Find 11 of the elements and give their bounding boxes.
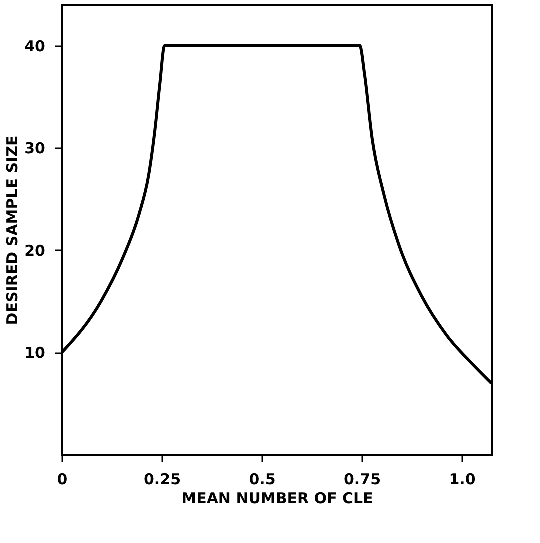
x-tick-label: 0.75 <box>344 470 382 488</box>
y-axis-title: DESIRED SAMPLE SIZE <box>4 136 22 326</box>
y-tick-label: 10 <box>24 344 46 362</box>
x-tick-label: 0.25 <box>144 470 182 488</box>
y-tick-label: 40 <box>24 37 46 56</box>
x-tick-label: 1.0 <box>449 470 476 488</box>
y-tick-label: 30 <box>24 140 46 158</box>
y-tick-label: 20 <box>24 242 46 260</box>
x-tick-label: 0.5 <box>249 470 276 488</box>
x-tick-label: 0 <box>57 470 68 488</box>
x-axis-title: MEAN NUMBER OF CLE <box>182 490 374 508</box>
